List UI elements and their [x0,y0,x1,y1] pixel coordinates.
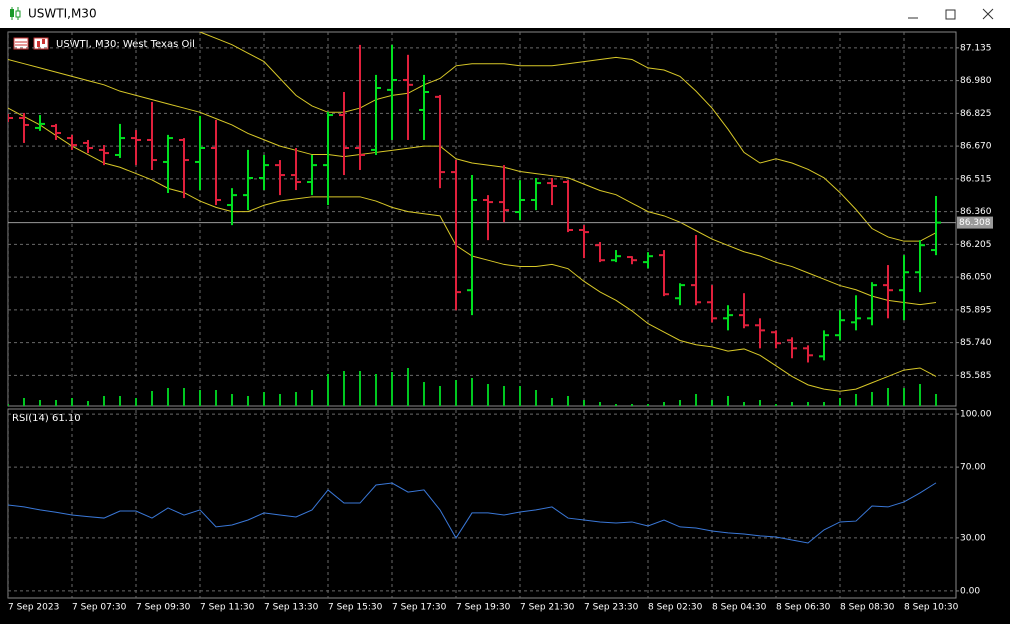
y-tick-label: 100.00 [960,410,992,420]
x-tick-label: 8 Sep 02:30 [648,603,703,613]
rsi-line [8,482,937,544]
maximize-button[interactable] [945,9,956,20]
x-tick-label: 7 Sep 23:30 [584,603,639,613]
x-tick-label: 7 Sep 17:30 [392,603,447,613]
rsi-plot [8,410,956,598]
axes: 87.135 86.980 86.825 86.670 86.515 86.360 86.2… [8,43,993,613]
x-tick-label: 8 Sep 08:30 [840,603,895,613]
close-button[interactable] [982,8,994,20]
y-tick-label: 70.00 [960,463,986,473]
price-plot [8,32,956,406]
bollinger-band [198,32,937,242]
y-tick-label: 30.00 [960,533,986,543]
x-tick-label: 8 Sep 04:30 [712,603,767,613]
y-tick-label: 86.360 [960,207,992,217]
y-tick-label: 85.740 [960,338,992,348]
x-tick-label: 7 Sep 2023 [8,603,59,613]
current-price-label: 86.308 [959,218,991,228]
y-tick-label: 86.825 [960,109,992,119]
y-tick-label: 86.670 [960,142,992,152]
window-icon [10,7,21,20]
x-tick-label: 8 Sep 10:30 [904,603,959,613]
bollinger-band [8,58,937,306]
x-tick-label: 7 Sep 09:30 [136,603,191,613]
chart-title: USWTI, M30: West Texas Oil [56,39,195,50]
x-tick-label: 7 Sep 07:30 [72,603,127,613]
title-bar [0,0,1010,28]
x-tick-label: 7 Sep 11:30 [200,603,255,613]
x-tick-label: 7 Sep 19:30 [456,603,511,613]
y-tick-label: 86.980 [960,76,992,86]
y-tick-label: 87.135 [960,43,992,53]
window-title: USWTI,M30 [28,7,97,21]
y-tick-label: 86.050 [960,273,992,283]
current-price-box [957,216,993,229]
x-tick-label: 8 Sep 06:30 [776,603,831,613]
y-tick-label: 86.205 [960,240,992,250]
y-tick-label: 85.585 [960,371,992,381]
rsi-title: RSI(14) 61.10 [12,413,81,424]
chart-header-icons [13,37,49,50]
chart-background [0,28,1010,624]
y-tick-label: 86.515 [960,174,992,184]
x-tick-label: 7 Sep 21:30 [520,603,575,613]
y-tick-label: 85.895 [960,305,992,315]
x-tick-label: 7 Sep 13:30 [264,603,319,613]
x-tick-label: 7 Sep 15:30 [328,603,383,613]
rsi-panel-frame [7,408,957,599]
y-tick-label: 0.00 [960,586,980,596]
